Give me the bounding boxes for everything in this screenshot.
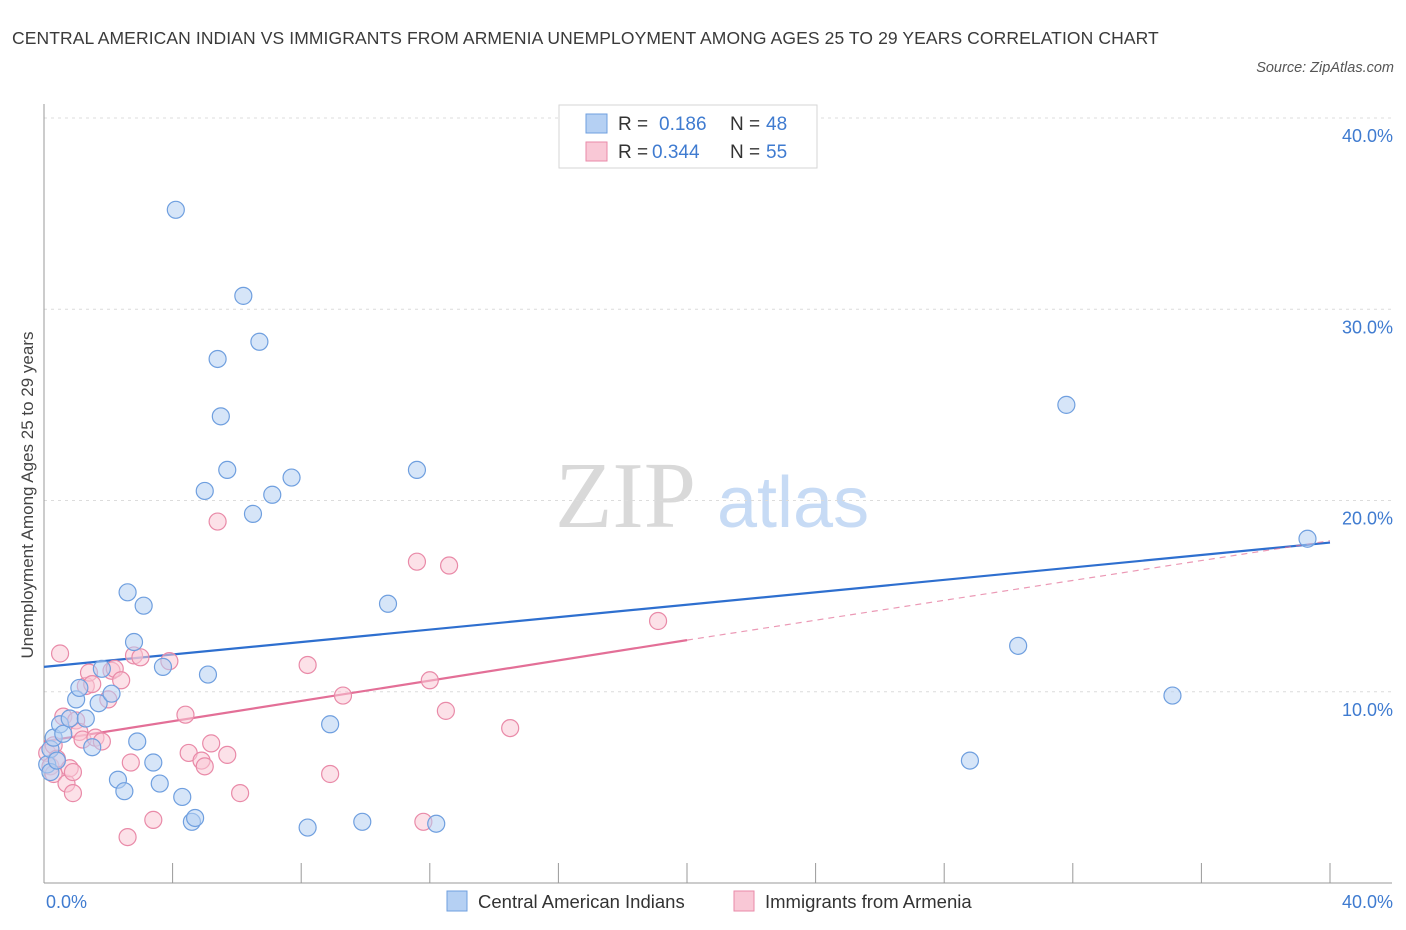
data-point-blue-21 bbox=[144, 753, 163, 772]
legend-r-label-1: R = bbox=[618, 114, 648, 135]
data-point-pink-34 bbox=[208, 512, 227, 531]
data-point-blue-29 bbox=[208, 349, 227, 369]
legend-r-label-2: R = bbox=[618, 142, 648, 163]
bottom-legend-swatch-blue bbox=[446, 890, 468, 912]
data-point-blue-20 bbox=[134, 596, 153, 615]
data-point-pink-40 bbox=[407, 552, 427, 571]
watermark-zip: ZIP bbox=[555, 444, 696, 548]
grid-lines bbox=[44, 117, 1392, 693]
trend-line-1 bbox=[43, 639, 688, 743]
legend-swatch-blue bbox=[585, 113, 608, 134]
data-point-pink-42 bbox=[420, 671, 439, 690]
data-point-pink-9 bbox=[63, 762, 83, 782]
data-point-blue-35 bbox=[250, 332, 269, 351]
y-tick-label-1: 20.0% bbox=[1342, 509, 1393, 529]
bottom-legend: Central American Indians Immigrants from… bbox=[446, 890, 972, 912]
data-point-pink-24 bbox=[121, 753, 140, 772]
data-point-pink-10 bbox=[63, 784, 83, 803]
data-point-pink-33 bbox=[202, 734, 221, 753]
data-point-pink-36 bbox=[231, 784, 250, 803]
data-point-blue-22 bbox=[150, 774, 169, 793]
data-point-blue-39 bbox=[321, 715, 340, 734]
data-point-blue-24 bbox=[166, 200, 185, 219]
data-point-blue-11 bbox=[83, 738, 102, 757]
data-points bbox=[38, 200, 1317, 847]
legend-n-value-2: 55 bbox=[766, 142, 787, 163]
data-point-blue-36 bbox=[263, 485, 282, 504]
data-point-pink-37 bbox=[298, 655, 317, 675]
data-point-pink-23 bbox=[118, 827, 137, 847]
data-point-blue-6 bbox=[54, 724, 73, 743]
data-point-blue-37 bbox=[282, 468, 301, 487]
x-tick-label-0: 0.0% bbox=[46, 892, 87, 912]
data-point-pink-44 bbox=[439, 556, 459, 575]
data-point-blue-23 bbox=[153, 657, 173, 676]
legend: R = 0.186 N = 48 R = 0.344 N = 55 bbox=[558, 104, 818, 169]
source-label: Source: ZipAtlas.com bbox=[1256, 60, 1394, 76]
data-point-blue-30 bbox=[211, 407, 230, 426]
data-point-pink-45 bbox=[501, 718, 520, 738]
data-point-pink-46 bbox=[648, 611, 668, 631]
data-point-blue-32 bbox=[195, 481, 214, 501]
data-point-blue-13 bbox=[92, 659, 111, 678]
watermark-atlas: atlas bbox=[717, 463, 869, 543]
data-point-blue-9 bbox=[70, 678, 89, 698]
data-point-pink-29 bbox=[176, 705, 195, 724]
data-point-blue-28 bbox=[198, 665, 218, 684]
data-point-blue-41 bbox=[378, 594, 398, 613]
data-point-blue-7 bbox=[60, 709, 79, 728]
tick-labels: 10.0% 20.0% 30.0% 40.0% 0.0% 40.0% bbox=[46, 126, 1393, 912]
trend-line-ext-1 bbox=[686, 540, 1331, 641]
data-point-blue-42 bbox=[407, 460, 427, 479]
data-point-blue-17 bbox=[118, 583, 137, 602]
data-point-blue-44 bbox=[960, 751, 980, 770]
y-tick-label-2: 30.0% bbox=[1342, 317, 1393, 337]
data-point-blue-31 bbox=[218, 460, 237, 479]
data-point-blue-18 bbox=[124, 632, 144, 652]
data-point-blue-40 bbox=[353, 812, 372, 831]
data-point-blue-19 bbox=[128, 732, 147, 751]
data-point-pink-5 bbox=[50, 644, 70, 663]
trend-lines bbox=[43, 540, 1331, 743]
data-point-blue-34 bbox=[243, 504, 263, 523]
data-point-blue-12 bbox=[89, 694, 108, 713]
legend-n-label-1: N = bbox=[730, 114, 760, 135]
y-tick-label-3: 40.0% bbox=[1342, 126, 1393, 146]
data-point-blue-48 bbox=[1298, 529, 1317, 548]
y-tick-label-0: 10.0% bbox=[1342, 700, 1393, 720]
data-point-pink-43 bbox=[436, 701, 455, 720]
data-point-blue-38 bbox=[298, 818, 317, 837]
trend-line-0 bbox=[43, 541, 1331, 668]
bottom-legend-label-1: Central American Indians bbox=[478, 891, 685, 912]
data-point-blue-27 bbox=[186, 808, 205, 828]
data-point-pink-32 bbox=[195, 757, 214, 776]
y-axis-label: Unemployment Among Ages 25 to 29 years bbox=[18, 332, 37, 659]
data-point-pink-27 bbox=[144, 810, 163, 829]
data-point-pink-26 bbox=[131, 648, 150, 667]
data-point-blue-14 bbox=[102, 684, 121, 703]
data-point-pink-38 bbox=[321, 764, 340, 784]
data-point-pink-22 bbox=[112, 671, 131, 690]
legend-r-value-2: 0.344 bbox=[652, 142, 700, 163]
bottom-legend-swatch-pink bbox=[733, 890, 755, 912]
legend-n-label-2: N = bbox=[730, 142, 760, 163]
data-point-blue-46 bbox=[1057, 395, 1076, 414]
data-point-blue-16 bbox=[115, 782, 134, 801]
data-point-blue-4 bbox=[47, 751, 66, 770]
bottom-legend-label-2: Immigrants from Armenia bbox=[765, 891, 972, 912]
legend-n-value-1: 48 bbox=[766, 114, 787, 135]
data-point-pink-39 bbox=[333, 686, 353, 705]
legend-r-value-1: 0.186 bbox=[659, 114, 707, 135]
legend-swatch-pink bbox=[585, 141, 608, 162]
x-tick-label-1: 40.0% bbox=[1342, 892, 1393, 912]
data-point-pink-35 bbox=[218, 745, 237, 764]
data-point-blue-47 bbox=[1163, 686, 1182, 705]
data-point-blue-10 bbox=[76, 709, 95, 728]
data-point-blue-33 bbox=[234, 286, 253, 305]
data-point-blue-45 bbox=[1009, 636, 1028, 655]
data-point-blue-25 bbox=[173, 787, 192, 807]
data-point-blue-43 bbox=[427, 814, 446, 833]
chart-title: CENTRAL AMERICAN INDIAN VS IMMIGRANTS FR… bbox=[12, 28, 1159, 48]
